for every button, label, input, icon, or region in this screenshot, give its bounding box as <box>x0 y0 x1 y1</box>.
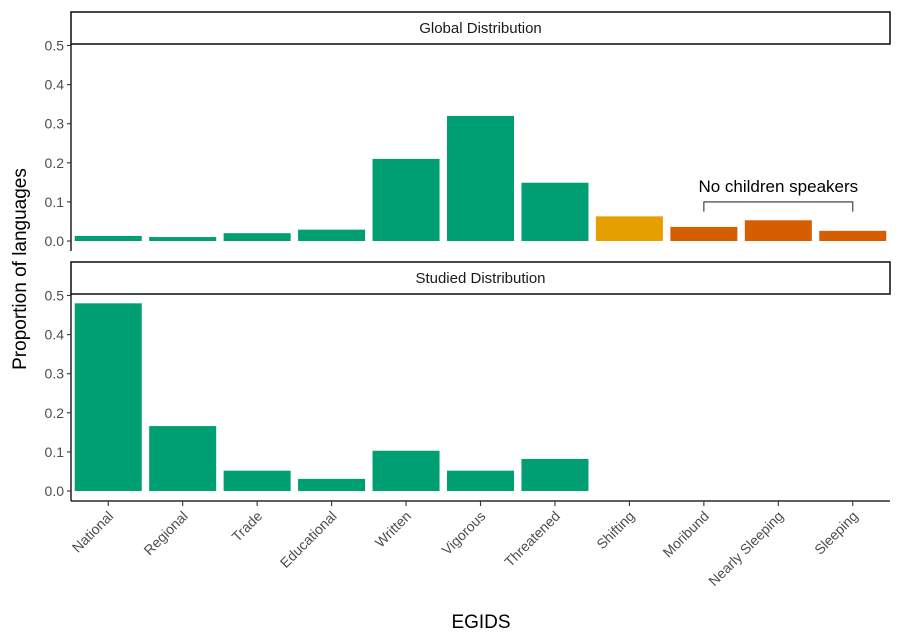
x-tick-label: Vigorous <box>438 508 488 558</box>
facet-strip <box>70 11 891 45</box>
bar-sleeping <box>819 230 887 241</box>
bar-national <box>74 235 142 241</box>
x-tick-label: Moribund <box>659 508 712 561</box>
y-tick-label: 0.3 <box>45 116 65 132</box>
y-tick-label: 0.4 <box>45 77 65 93</box>
bar-nearly-sleeping <box>744 220 812 241</box>
y-tick-label: 0.2 <box>45 405 65 421</box>
bar-educational <box>298 229 366 241</box>
y-axis-title: Proportion of languages <box>10 168 31 370</box>
y-tick-label: 0.4 <box>45 327 65 343</box>
x-tick-label: Nearly Sleeping <box>705 508 786 589</box>
y-tick-label: 0.0 <box>45 483 65 499</box>
bar-vigorous <box>446 115 515 241</box>
y-tick-label: 0.3 <box>45 366 65 382</box>
x-tick-label: Threatened <box>501 508 563 570</box>
y-tick-label: 0.1 <box>45 444 65 460</box>
x-tick-label: Written <box>372 508 414 550</box>
y-tick-label: 0.2 <box>45 155 65 171</box>
x-tick-label: National <box>69 508 117 556</box>
facet-strip-label: Global Distribution <box>419 20 542 37</box>
bar-trade <box>223 233 291 241</box>
bar-regional <box>149 237 217 241</box>
y-tick-label: 0.5 <box>45 38 65 54</box>
bar-vigorous <box>446 470 515 491</box>
x-tick-label: Regional <box>140 508 190 558</box>
y-tick-label: 0.5 <box>45 288 65 304</box>
bar-threatened <box>521 182 589 241</box>
bar-written <box>372 450 440 491</box>
bar-threatened <box>521 458 589 491</box>
bar-national <box>74 303 142 491</box>
bar-shifting <box>595 216 663 241</box>
facet-strip-label: Studied Distribution <box>415 270 545 287</box>
annotation-bracket <box>703 201 854 212</box>
y-tick-label: 0.0 <box>45 233 65 249</box>
x-axis-title: EGIDS <box>451 612 510 633</box>
y-tick-label: 0.1 <box>45 194 65 210</box>
bar-trade <box>223 470 291 491</box>
x-tick-label: Shifting <box>593 508 637 552</box>
annotation-label: No children speakers <box>698 177 858 196</box>
x-tick-label: Educational <box>277 508 340 571</box>
bar-moribund <box>670 226 738 241</box>
facet-strip <box>70 261 891 295</box>
bar-regional <box>149 426 217 491</box>
bar-educational <box>298 478 366 491</box>
bar-written <box>372 158 440 241</box>
x-tick-label: Sleeping <box>811 508 861 558</box>
x-tick-label: Trade <box>228 508 265 545</box>
